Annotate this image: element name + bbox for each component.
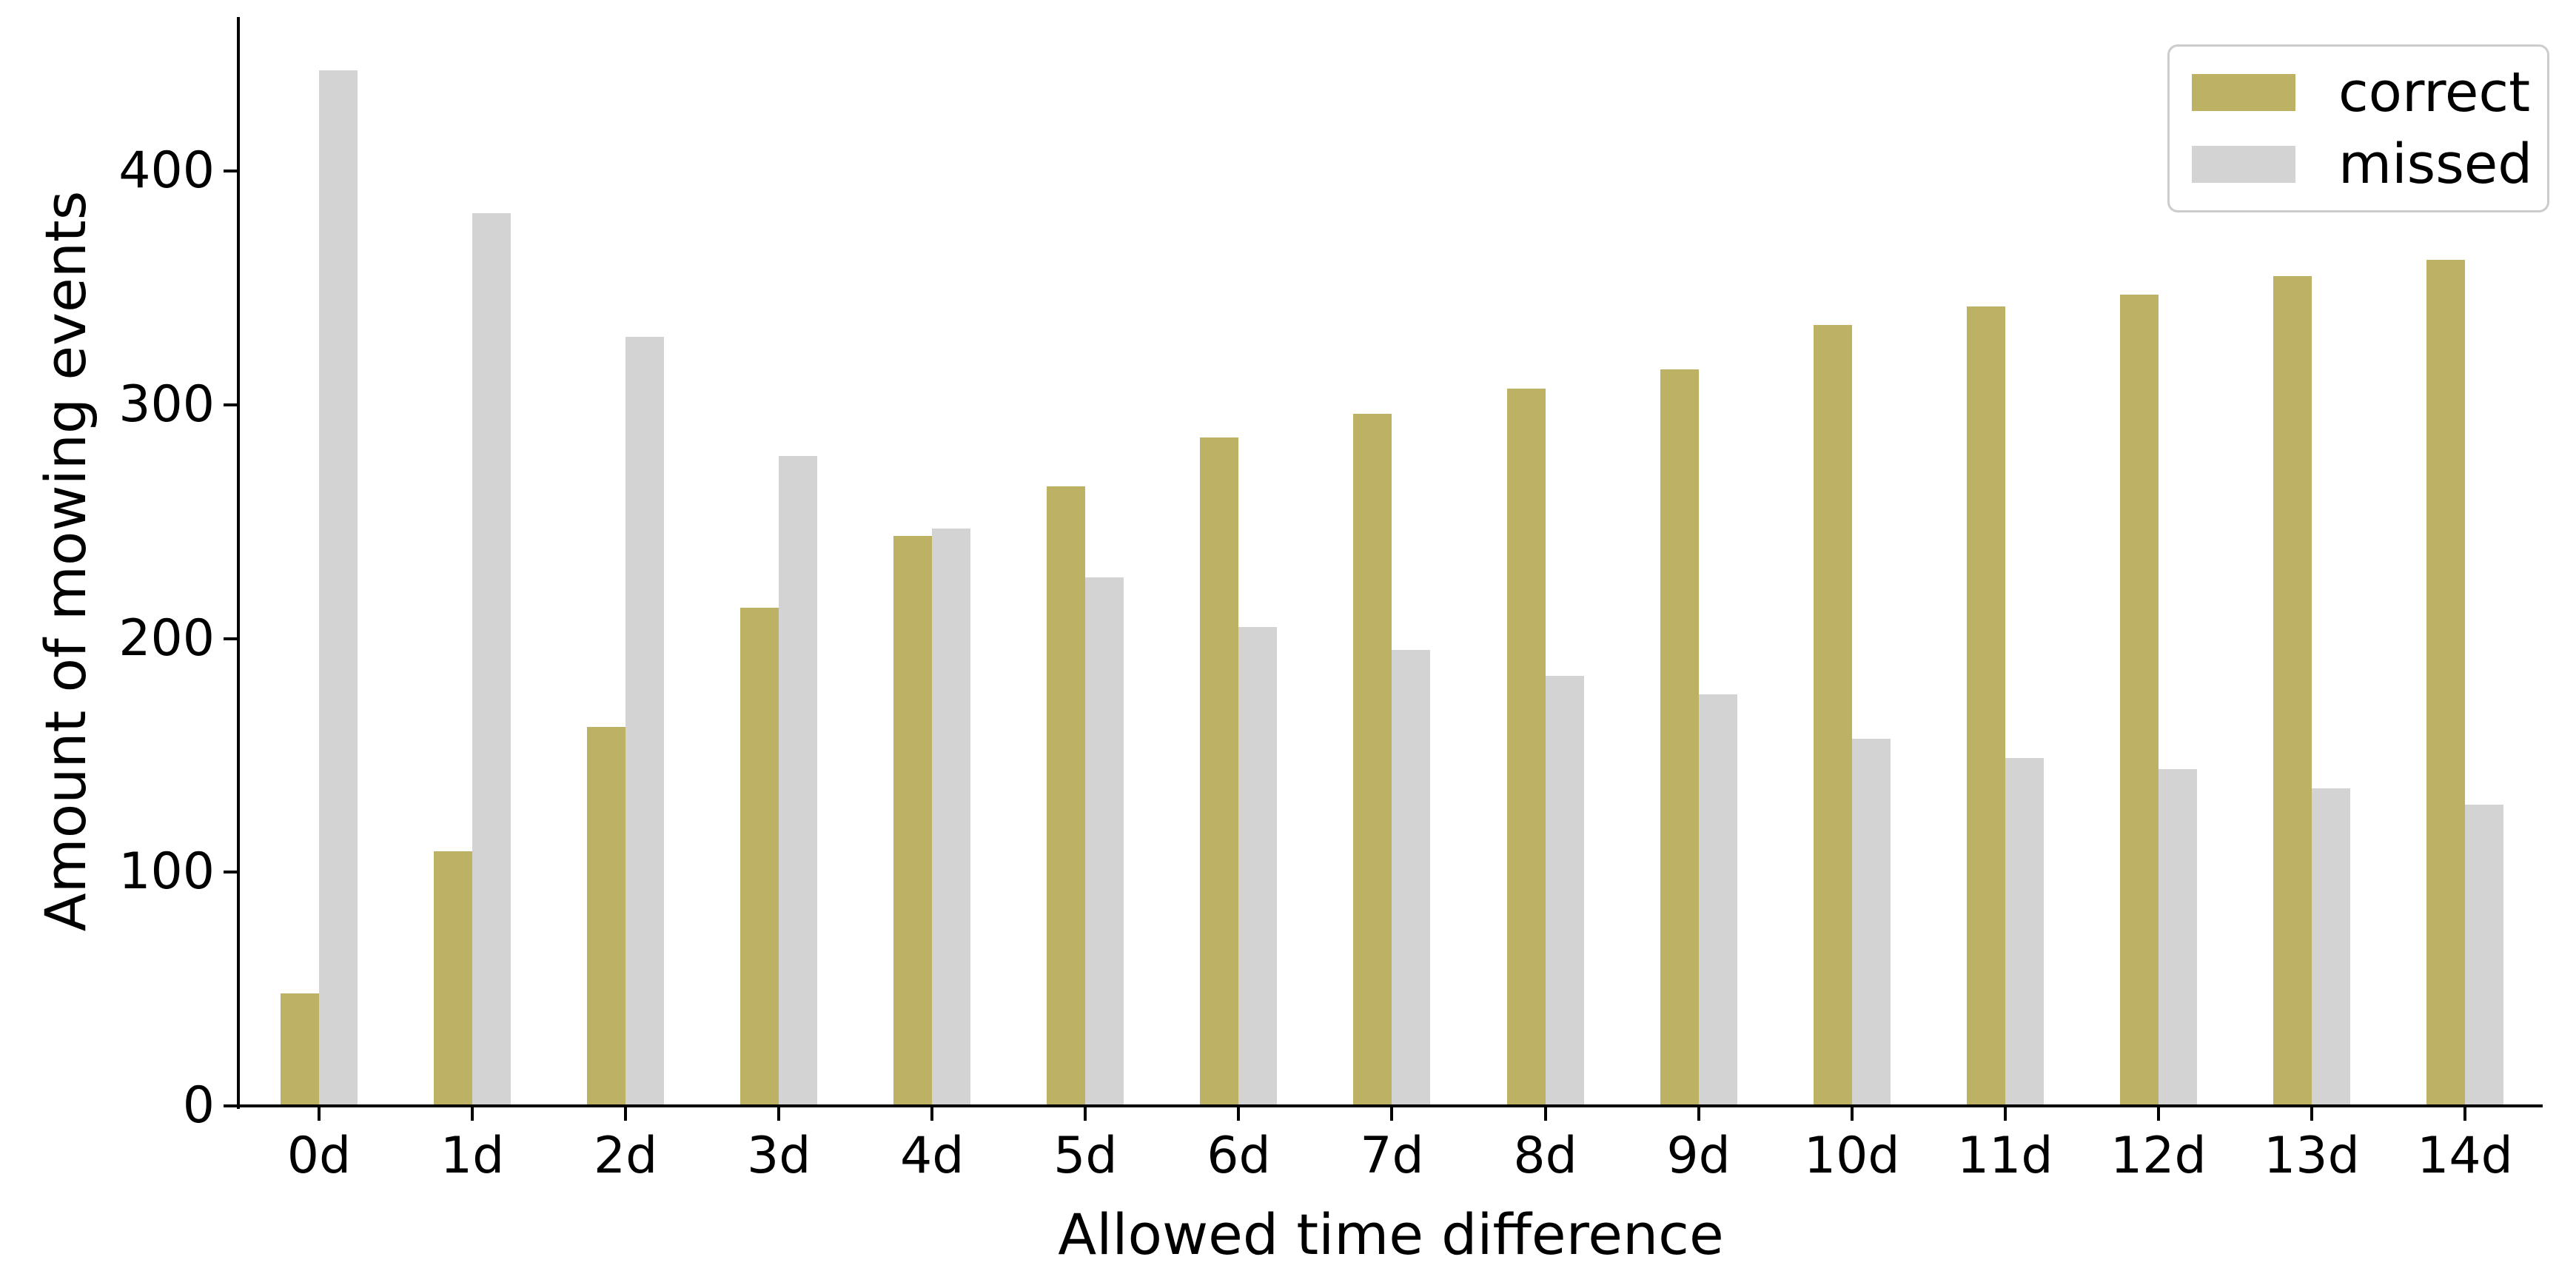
bar-missed-11d <box>2005 757 2044 1106</box>
legend-swatch-correct <box>2192 74 2295 112</box>
x-tick-label-8d: 8d <box>1513 1127 1577 1185</box>
bar-correct-6d <box>1200 437 1239 1106</box>
bar-missed-12d <box>2158 769 2197 1106</box>
x-tick-10d <box>1850 1107 1854 1121</box>
legend-label-correct: correct <box>2338 61 2531 125</box>
y-tick-label-400: 400 <box>118 141 215 200</box>
x-tick-label-4d: 4d <box>900 1127 965 1185</box>
legend: correct missed <box>2167 44 2549 212</box>
bar-missed-1d <box>472 212 511 1106</box>
x-tick-4d <box>930 1107 934 1121</box>
bar-correct-12d <box>2119 295 2159 1106</box>
x-tick-12d <box>2156 1107 2160 1121</box>
bar-correct-7d <box>1353 414 1392 1106</box>
y-tick-label-200: 200 <box>118 608 215 668</box>
x-tick-8d <box>1543 1107 1547 1121</box>
x-tick-9d <box>1697 1107 1700 1121</box>
x-tick-label-14d: 14d <box>2417 1127 2513 1185</box>
x-tick-label-7d: 7d <box>1360 1127 1424 1185</box>
x-tick-2d <box>624 1107 628 1121</box>
y-tick-label-0: 0 <box>182 1076 215 1135</box>
x-tick-label-3d: 3d <box>746 1127 811 1185</box>
legend-swatch-missed <box>2192 145 2295 183</box>
x-tick-label-11d: 11d <box>1956 1127 2053 1185</box>
bar-correct-1d <box>434 851 473 1106</box>
y-axis-title: Amount of mowing events <box>33 190 98 932</box>
y-tick-label-100: 100 <box>118 842 215 902</box>
legend-row-correct: correct <box>2192 64 2547 121</box>
x-tick-6d <box>1237 1107 1241 1121</box>
bar-missed-14d <box>2464 804 2503 1106</box>
x-tick-14d <box>2463 1107 2466 1121</box>
bar-correct-4d <box>893 535 933 1106</box>
x-tick-13d <box>2310 1107 2313 1121</box>
y-axis-spine <box>237 17 240 1109</box>
bar-missed-2d <box>625 337 665 1106</box>
bar-correct-2d <box>587 727 626 1106</box>
bar-missed-3d <box>779 456 818 1106</box>
x-axis-spine <box>237 1104 2543 1107</box>
bar-missed-4d <box>932 529 971 1106</box>
bar-correct-5d <box>1047 486 1086 1106</box>
x-tick-11d <box>2003 1107 2007 1121</box>
x-tick-label-9d: 9d <box>1666 1127 1731 1185</box>
x-tick-label-6d: 6d <box>1207 1127 1271 1185</box>
legend-row-missed: missed <box>2192 135 2547 193</box>
x-tick-0d <box>318 1107 321 1121</box>
bar-missed-10d <box>1851 739 1891 1106</box>
y-tick-0 <box>224 1104 237 1107</box>
x-tick-label-0d: 0d <box>286 1127 352 1185</box>
y-tick-300 <box>224 403 237 406</box>
y-tick-200 <box>224 637 237 640</box>
x-tick-1d <box>471 1107 474 1121</box>
bar-correct-8d <box>1506 388 1546 1106</box>
y-tick-100 <box>224 871 237 874</box>
bar-missed-7d <box>1392 650 1431 1106</box>
bar-missed-13d <box>2311 788 2350 1106</box>
x-tick-7d <box>1390 1107 1394 1121</box>
bar-correct-14d <box>2426 259 2465 1106</box>
bar-correct-3d <box>740 608 779 1106</box>
x-tick-3d <box>777 1107 781 1121</box>
x-tick-label-13d: 13d <box>2264 1127 2360 1185</box>
bar-missed-9d <box>1698 694 1737 1106</box>
bar-correct-10d <box>1813 325 1852 1106</box>
x-tick-label-12d: 12d <box>2110 1127 2207 1185</box>
x-tick-5d <box>1084 1107 1087 1121</box>
bar-missed-5d <box>1085 577 1124 1106</box>
bar-correct-9d <box>1660 369 1699 1106</box>
x-tick-label-10d: 10d <box>1803 1127 1900 1185</box>
x-tick-label-1d: 1d <box>440 1127 505 1185</box>
bar-correct-11d <box>1966 306 2005 1106</box>
x-tick-label-2d: 2d <box>593 1127 658 1185</box>
x-tick-label-5d: 5d <box>1053 1127 1118 1185</box>
legend-label-missed: missed <box>2338 132 2533 196</box>
bar-correct-0d <box>281 993 319 1106</box>
bar-correct-13d <box>2273 276 2312 1106</box>
y-tick-label-300: 300 <box>118 375 215 434</box>
x-axis-title: Allowed time difference <box>1058 1201 1724 1267</box>
bar-missed-6d <box>1238 626 1278 1106</box>
bar-missed-8d <box>1545 676 1584 1106</box>
y-tick-400 <box>224 170 237 172</box>
bar-missed-0d <box>319 70 358 1106</box>
